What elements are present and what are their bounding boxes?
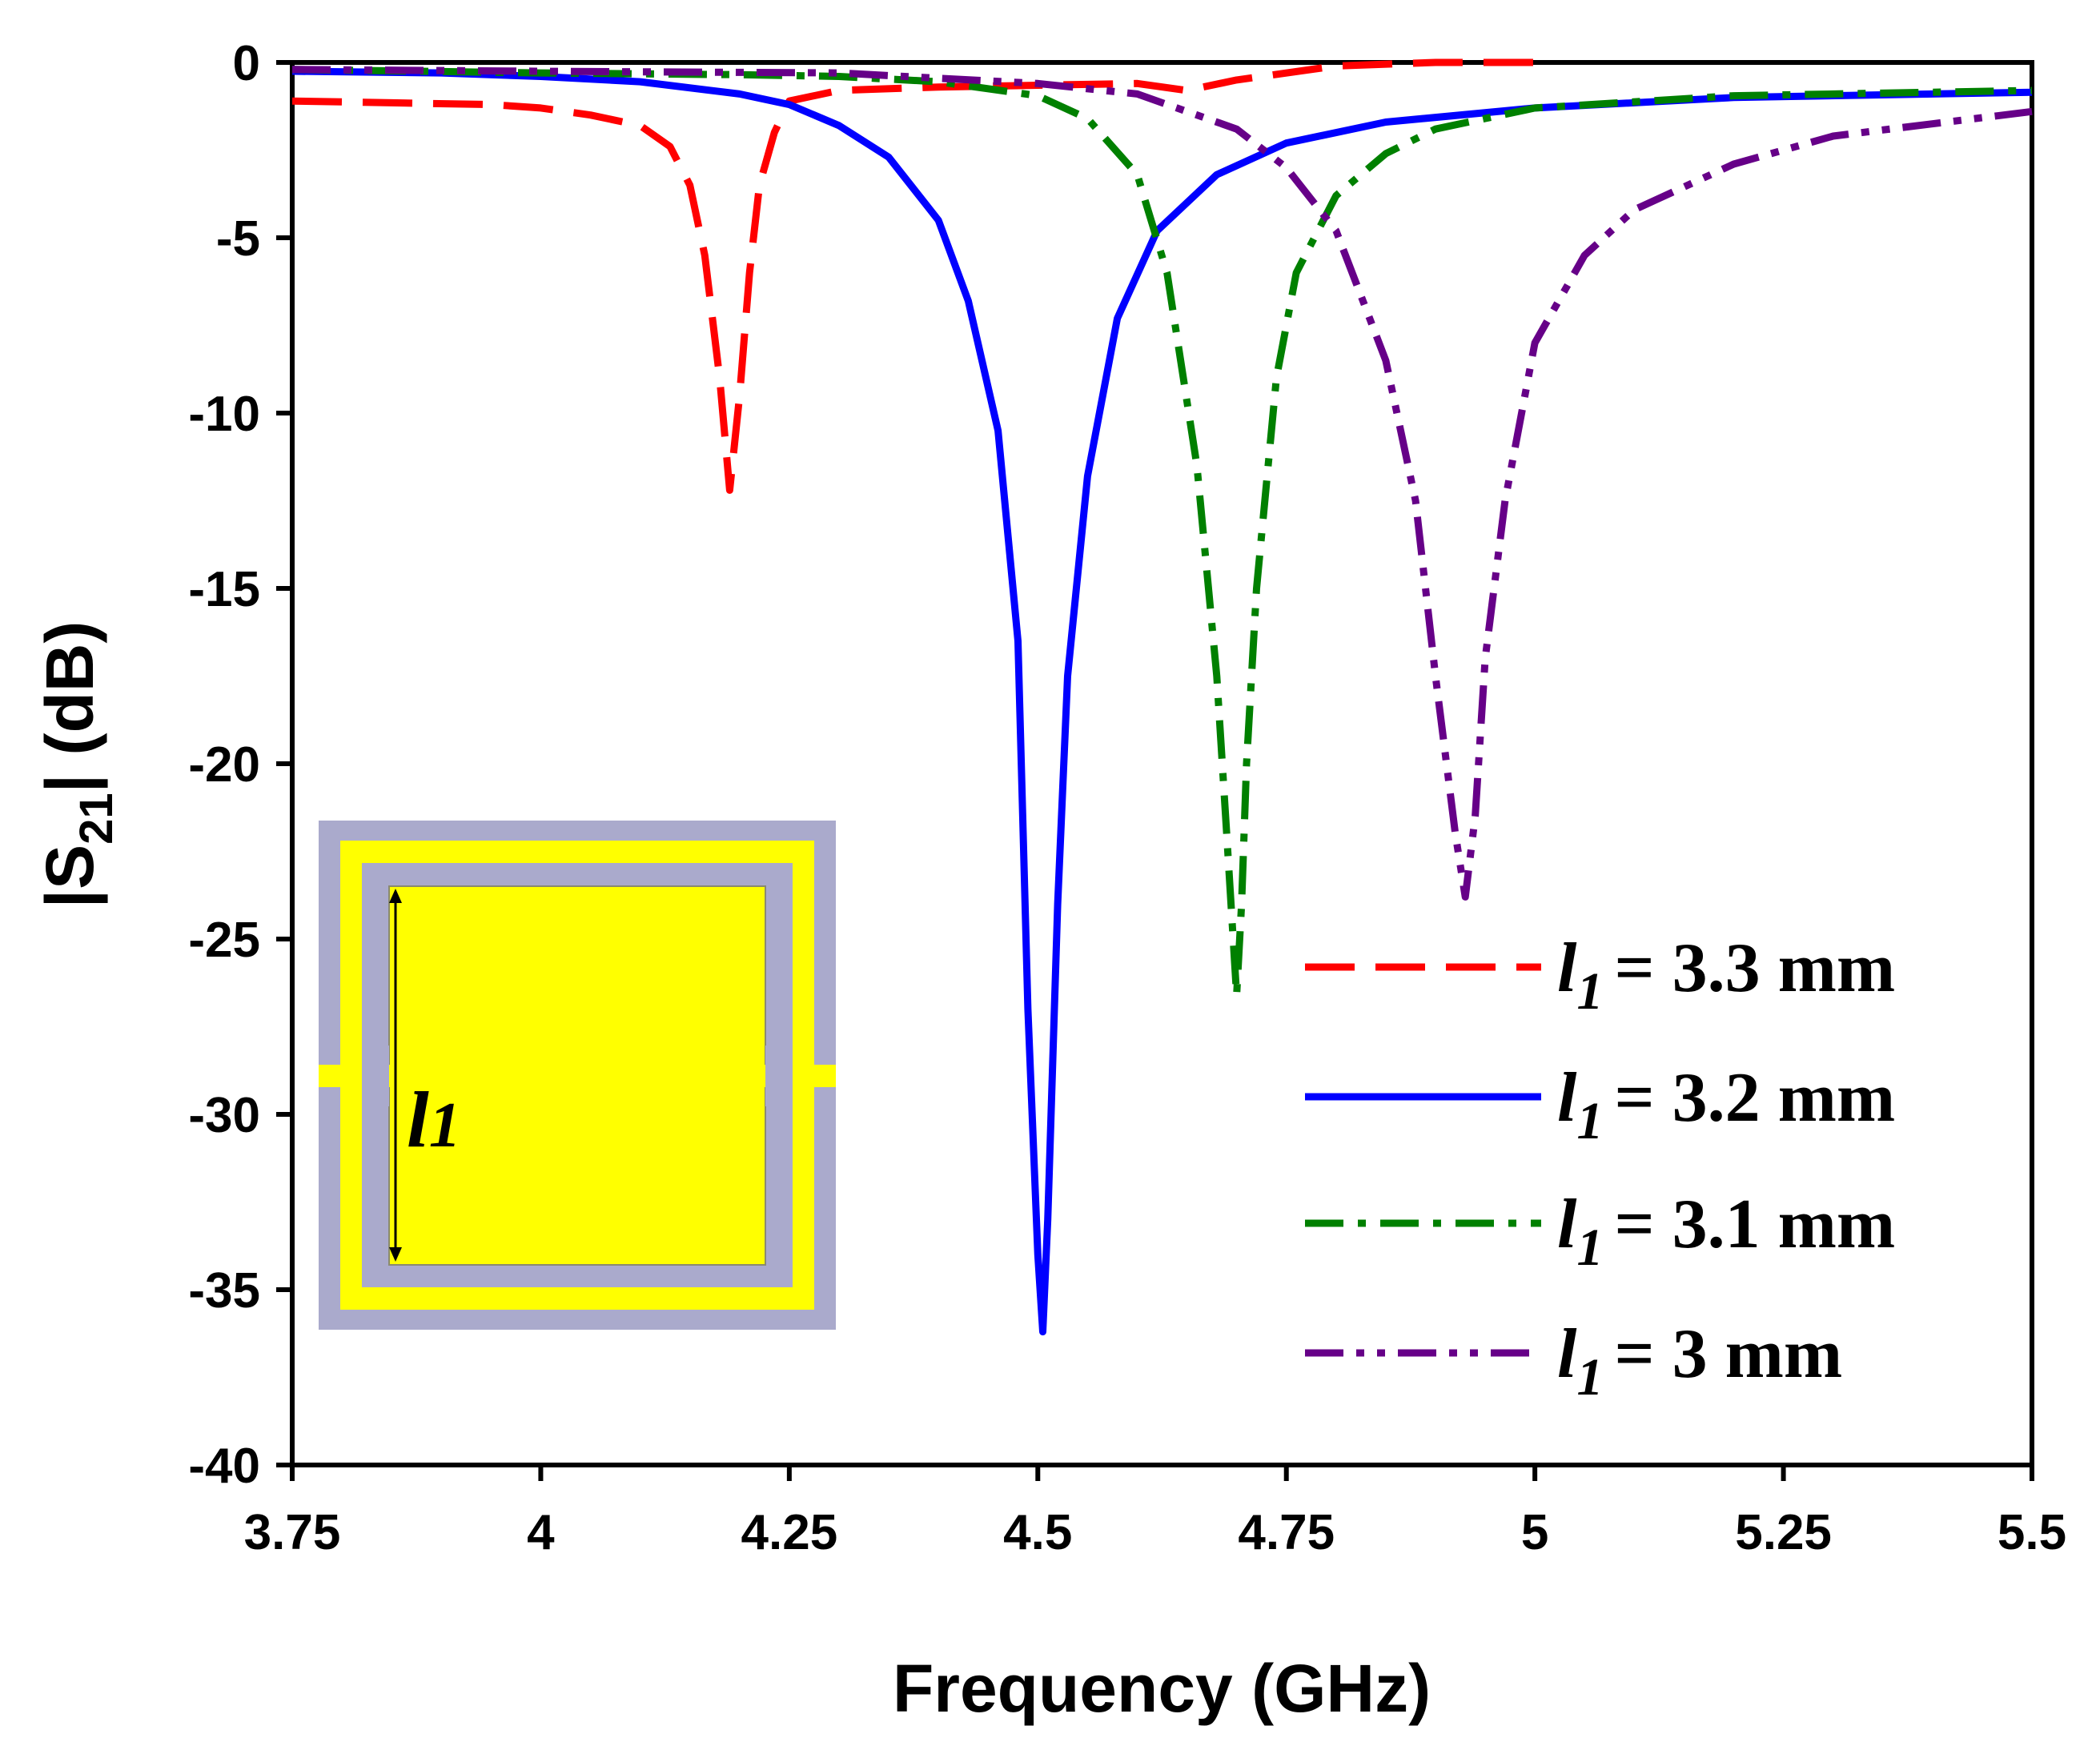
legend-value: = 3 mm bbox=[1614, 1315, 1842, 1393]
x-axis-title: Frequency (GHz) bbox=[893, 1651, 1431, 1726]
legend-label-1: l1 = 3.2 mm bbox=[1557, 1059, 1895, 1150]
x-axis-ticks: 3.75 4 4.25 4.5 4.75 5 5.25 5.5 bbox=[244, 1465, 2066, 1560]
inset-feed-center bbox=[389, 1065, 765, 1087]
y-tick-label: -30 bbox=[188, 1088, 260, 1143]
inset-label-var: l bbox=[407, 1075, 429, 1164]
legend-value: = 3.3 mm bbox=[1614, 929, 1895, 1007]
y-axis-title: |S21| (dB) bbox=[32, 621, 122, 909]
legend-subscript: 1 bbox=[1576, 962, 1603, 1021]
inset-arrowhead-top bbox=[389, 889, 402, 903]
y-axis-title-suffix: | (dB) bbox=[32, 621, 108, 793]
legend-label-3: l1 = 3 mm bbox=[1557, 1315, 1842, 1407]
x-tick-label: 5.25 bbox=[1735, 1505, 1832, 1560]
series-line-3 bbox=[291, 66, 2033, 901]
x-tick-label: 3.75 bbox=[244, 1505, 341, 1560]
legend-subscript: 1 bbox=[1576, 1348, 1603, 1407]
y-axis-ticks: 0 -5 -10 -15 -20 -25 -30 -35 -40 bbox=[188, 36, 292, 1494]
inset-gap-right bbox=[765, 1046, 793, 1106]
y-tick-label: -15 bbox=[188, 562, 260, 617]
legend-value: = 3.1 mm bbox=[1614, 1186, 1895, 1263]
series-layer bbox=[291, 58, 2033, 1336]
legend-subscript: 1 bbox=[1576, 1218, 1603, 1277]
y-tick-label: -20 bbox=[188, 737, 260, 793]
legend-value: = 3.2 mm bbox=[1614, 1059, 1895, 1137]
series-line-0 bbox=[291, 58, 1536, 494]
y-tick-label: -35 bbox=[188, 1263, 260, 1319]
y-tick-label: -5 bbox=[216, 211, 260, 267]
legend-label-0: l1 = 3.3 mm bbox=[1557, 929, 1895, 1021]
x-tick-label: 4.25 bbox=[741, 1505, 838, 1560]
y-tick-label: -10 bbox=[188, 387, 260, 442]
x-tick-label: 4.75 bbox=[1238, 1505, 1335, 1560]
legend-subscript: 1 bbox=[1576, 1092, 1603, 1150]
inset-dimension-label: l1 bbox=[407, 1075, 461, 1164]
inset-gap-left bbox=[362, 1046, 389, 1106]
x-tick-label: 5.5 bbox=[1998, 1505, 2066, 1560]
inset-arrowhead-bottom bbox=[389, 1247, 402, 1262]
y-tick-label: -40 bbox=[188, 1439, 260, 1494]
legend-label-2: l1 = 3.1 mm bbox=[1557, 1186, 1895, 1277]
x-tick-label: 4 bbox=[527, 1505, 555, 1560]
legend-var: l bbox=[1557, 1315, 1577, 1393]
y-tick-label: 0 bbox=[233, 36, 260, 91]
inset-label-subscript: 1 bbox=[429, 1090, 461, 1161]
legend-var: l bbox=[1557, 1186, 1577, 1263]
y-axis-title-prefix: |S bbox=[32, 845, 108, 909]
x-tick-label: 5 bbox=[1521, 1505, 1548, 1560]
y-axis-title-subscript: 21 bbox=[70, 793, 122, 845]
y-tick-label: -25 bbox=[188, 913, 260, 968]
legend-var: l bbox=[1557, 929, 1577, 1007]
x-tick-label: 4.5 bbox=[1003, 1505, 1072, 1560]
unit-cell-inset: l1 bbox=[319, 821, 836, 1330]
legend-var: l bbox=[1557, 1059, 1577, 1137]
